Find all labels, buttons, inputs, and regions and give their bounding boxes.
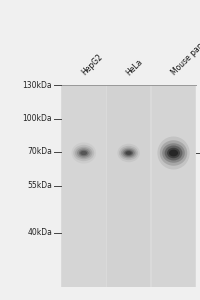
Ellipse shape [168, 150, 177, 156]
Ellipse shape [80, 151, 87, 155]
Ellipse shape [122, 149, 134, 157]
Ellipse shape [159, 140, 186, 166]
Ellipse shape [78, 150, 88, 156]
Ellipse shape [164, 146, 182, 160]
Ellipse shape [166, 148, 179, 158]
Ellipse shape [117, 144, 139, 162]
Ellipse shape [120, 148, 136, 158]
Ellipse shape [77, 148, 90, 158]
Text: 130kDa: 130kDa [23, 81, 52, 90]
Ellipse shape [124, 150, 132, 156]
Text: 40kDa: 40kDa [27, 228, 52, 237]
Bar [106, 85, 150, 286]
Text: HepG2: HepG2 [79, 53, 104, 77]
Text: Mouse pancreas: Mouse pancreas [168, 27, 200, 77]
Ellipse shape [157, 136, 189, 169]
Text: HeLa: HeLa [124, 57, 144, 77]
Ellipse shape [73, 145, 94, 161]
Text: 55kDa: 55kDa [27, 182, 52, 190]
Ellipse shape [75, 147, 92, 159]
Bar [61, 85, 195, 286]
Bar [62, 85, 105, 286]
Bar [151, 85, 194, 286]
Ellipse shape [161, 143, 184, 163]
Text: 70kDa: 70kDa [27, 147, 52, 156]
Text: 100kDa: 100kDa [23, 114, 52, 123]
Ellipse shape [119, 146, 137, 160]
Ellipse shape [125, 151, 131, 155]
